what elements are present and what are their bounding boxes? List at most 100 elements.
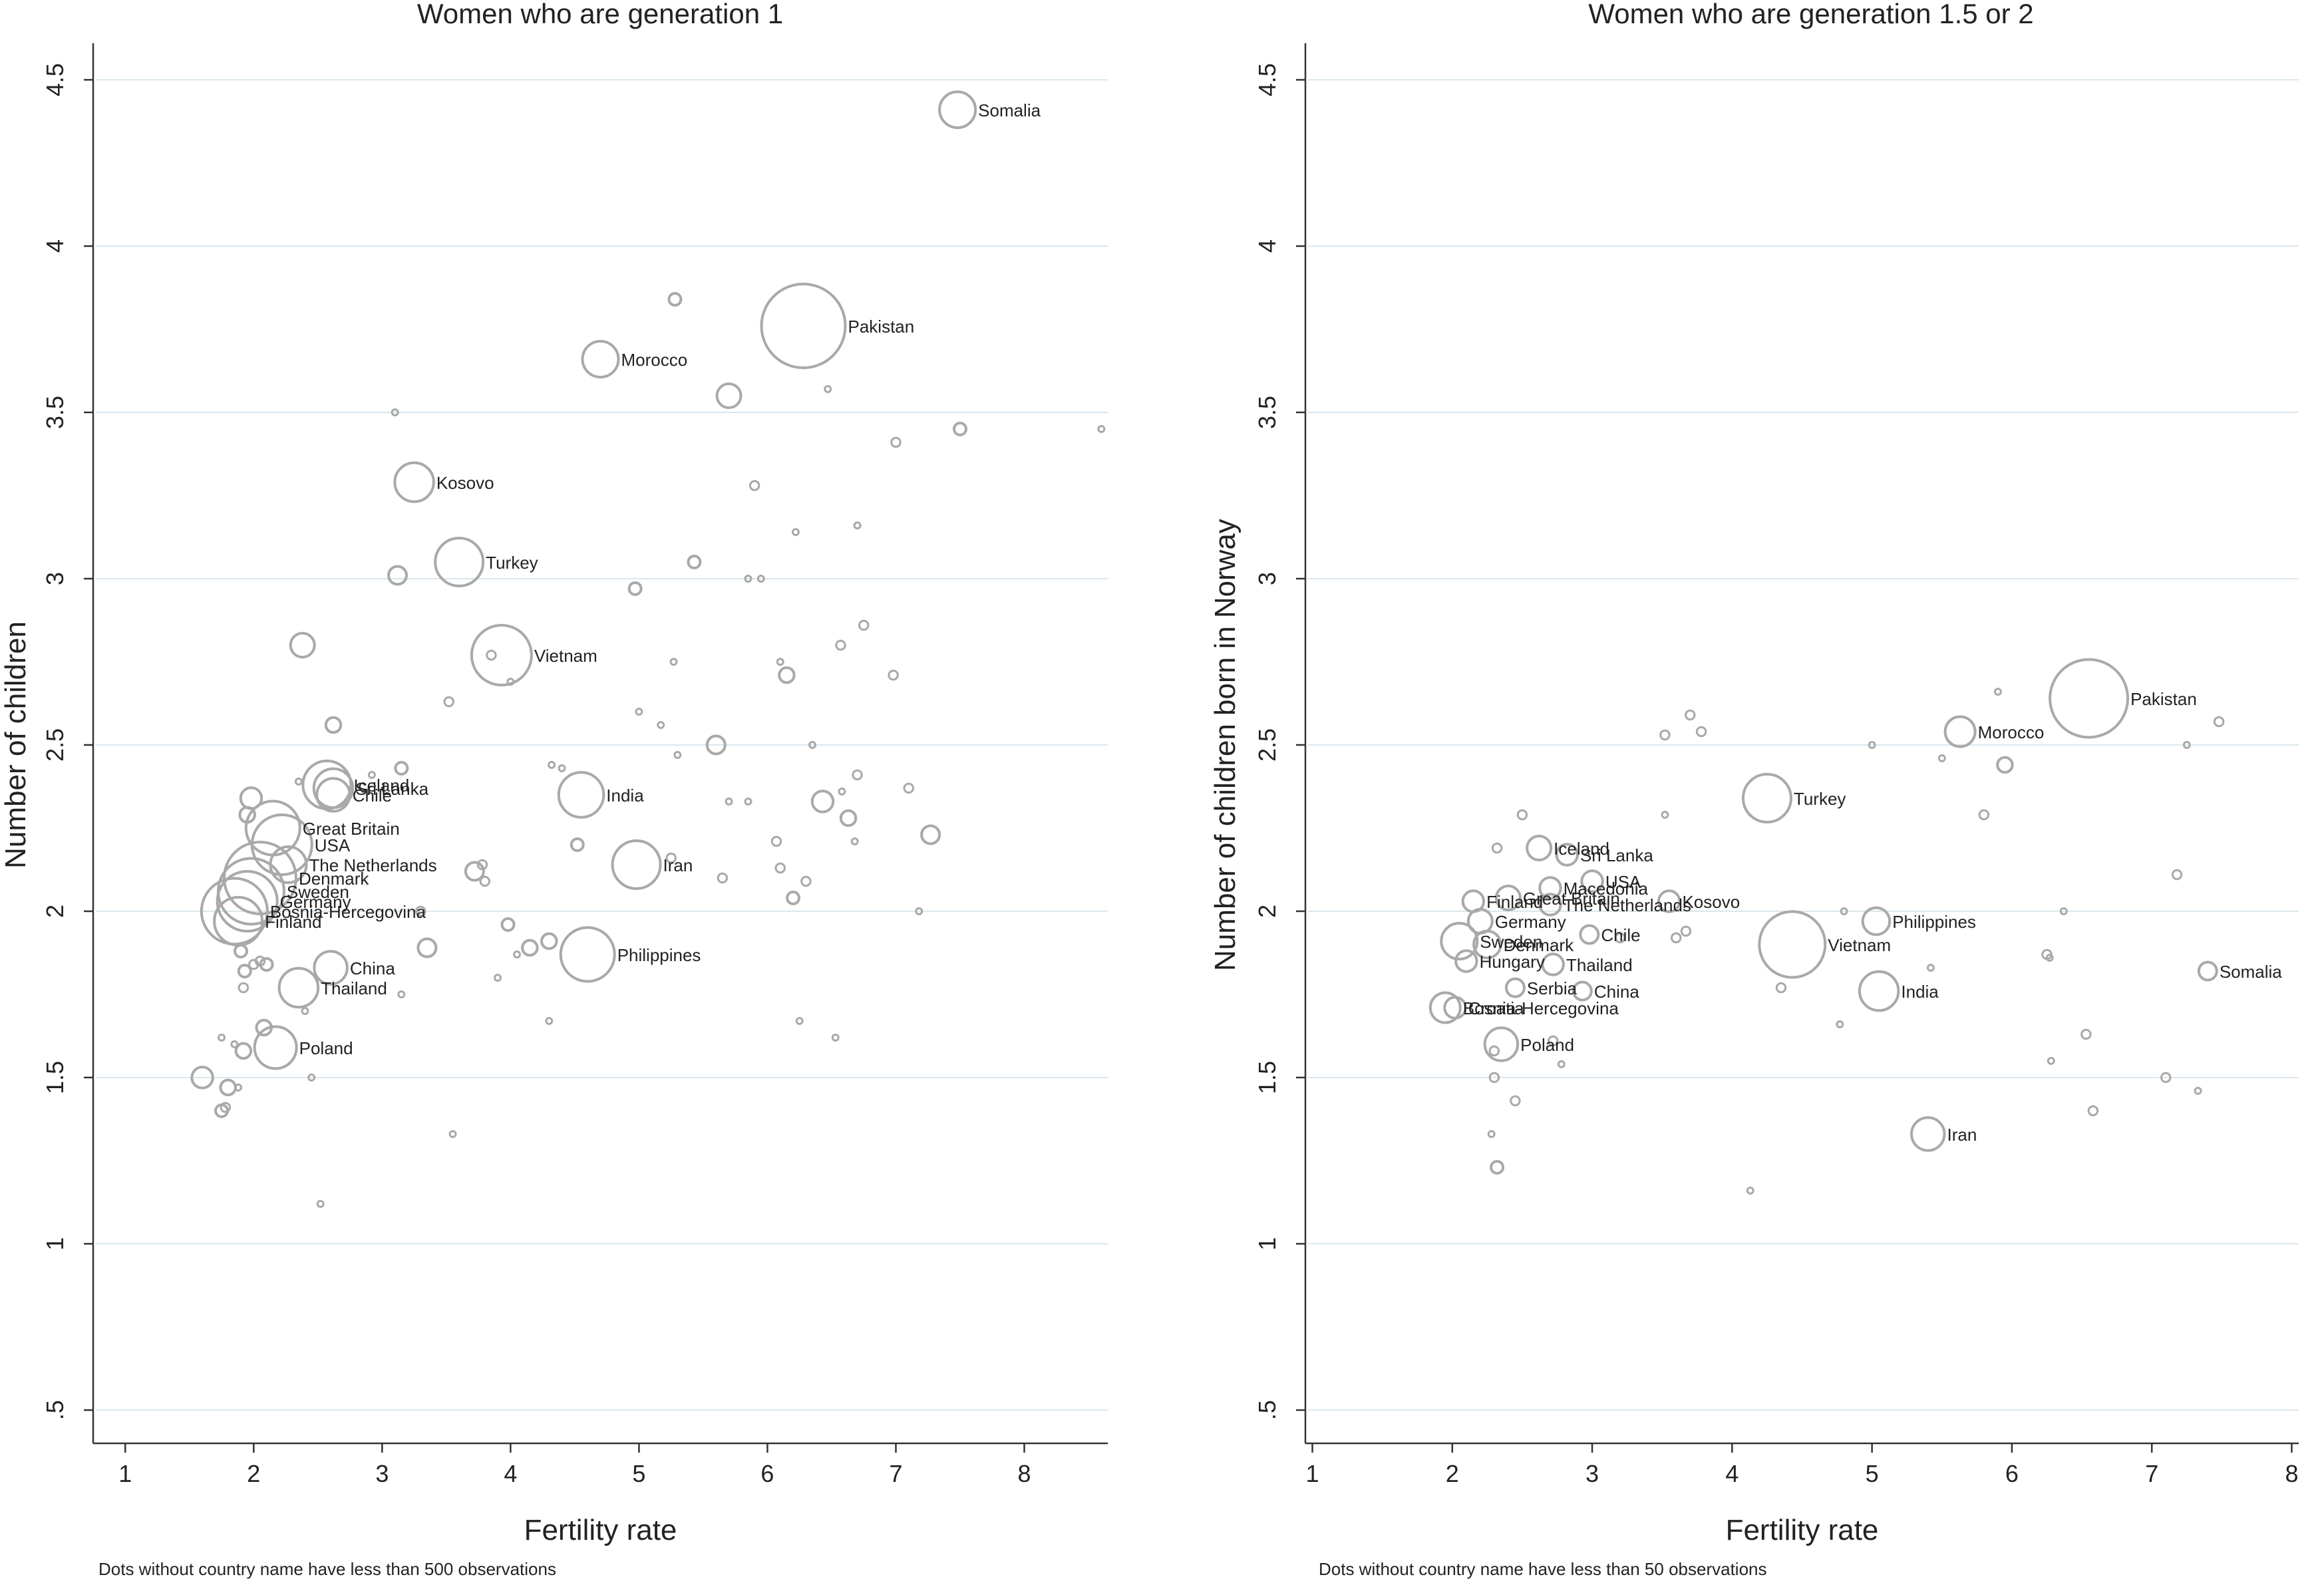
data-point — [835, 639, 846, 651]
data-point — [486, 649, 497, 661]
data-point — [778, 666, 796, 684]
data-point — [1695, 726, 1707, 738]
data-point — [289, 632, 316, 658]
y-tick-label: 4 — [1253, 239, 1281, 253]
data-label: India — [606, 786, 644, 805]
data-point — [1836, 1020, 1844, 1028]
y-tick-label: .5 — [41, 1400, 69, 1420]
data-point — [476, 859, 488, 871]
data-label: Turkey — [1794, 789, 1846, 809]
data-point — [2059, 907, 2068, 915]
data-point — [234, 1042, 253, 1060]
data-point — [248, 958, 259, 970]
data-point — [2213, 716, 2225, 728]
data-point-hungary — [1454, 949, 1478, 973]
data-point — [1516, 809, 1528, 821]
data-point — [391, 408, 399, 416]
data-point — [635, 708, 643, 716]
data-point-somalia — [938, 90, 977, 129]
data-point — [1926, 964, 1935, 972]
data-point — [810, 790, 835, 813]
chart-footnote: Dots without country name have less than… — [1319, 1559, 1767, 1579]
data-point-somalia — [2197, 960, 2218, 982]
data-point — [1661, 811, 1669, 819]
data-label: Morocco — [621, 350, 688, 370]
x-tick-label: 2 — [247, 1460, 260, 1487]
data-point — [748, 480, 760, 492]
data-label: Sri Lanka — [355, 779, 428, 799]
data-point — [540, 932, 558, 950]
data-point-the-netherlands — [269, 845, 308, 884]
data-point — [1547, 1035, 1559, 1047]
data-point — [1937, 754, 1946, 762]
data-label: Denmark — [1504, 935, 1574, 955]
data-point — [800, 875, 812, 887]
y-tick-label: 3 — [1253, 572, 1281, 585]
data-point-sri-lanka — [312, 767, 355, 809]
data-point — [570, 837, 585, 852]
data-label: Chile — [1601, 925, 1640, 945]
x-tick-label: 8 — [2285, 1460, 2298, 1487]
data-point-philippines — [1861, 906, 1892, 937]
y-tick-label: 2.5 — [1253, 728, 1281, 762]
data-point — [2047, 1057, 2055, 1065]
data-label: Great Britain — [303, 819, 400, 839]
data-point — [770, 835, 782, 847]
data-point — [190, 1066, 214, 1089]
data-point — [756, 575, 765, 583]
data-point — [791, 528, 800, 536]
data-point — [774, 862, 786, 874]
data-point — [219, 1078, 237, 1097]
data-point — [1488, 1072, 1500, 1083]
data-point-serbia — [1504, 977, 1526, 998]
data-point — [324, 716, 343, 734]
y-tick-label: 3.5 — [41, 396, 69, 429]
data-point — [852, 769, 863, 781]
data-point-china — [313, 950, 349, 986]
data-point-morocco — [581, 340, 620, 378]
data-point-bosnia-hercegovina — [1428, 991, 1462, 1024]
data-point — [673, 751, 682, 759]
data-label: Bosnia-Hercegovina — [1463, 998, 1619, 1018]
data-point — [665, 852, 677, 864]
data-point — [301, 1007, 309, 1015]
data-label: Poland — [299, 1038, 353, 1058]
data-point — [1978, 809, 1990, 821]
data-point — [725, 797, 733, 805]
data-label: Sri Lanka — [1580, 845, 1653, 865]
data-point — [824, 385, 832, 393]
y-tick-label: 1 — [1253, 1237, 1281, 1250]
data-label: Philippines — [1892, 912, 1976, 932]
data-point — [776, 658, 784, 666]
data-point — [479, 875, 491, 887]
x-tick-label: 3 — [1585, 1460, 1599, 1487]
data-point — [464, 861, 485, 882]
data-label: Chile — [353, 786, 392, 805]
x-tick-label: 5 — [632, 1460, 645, 1487]
y-tick-label: 4.5 — [1253, 63, 1281, 96]
data-point — [2182, 741, 2191, 749]
data-point-pakistan — [760, 283, 847, 369]
data-point — [1488, 1045, 1500, 1057]
data-label: Sweden — [1480, 932, 1542, 952]
chart-footnote: Dots without country name have less than… — [98, 1559, 556, 1579]
data-point-morocco — [1943, 715, 1977, 748]
data-label: Serbia — [1527, 978, 1577, 998]
data-point — [415, 905, 426, 917]
data-point — [953, 422, 968, 436]
x-tick-label: 7 — [2145, 1460, 2158, 1487]
y-tick-label: 2.5 — [41, 728, 69, 762]
data-point — [2087, 1105, 2099, 1117]
data-point-turkey — [434, 537, 485, 587]
data-point — [513, 950, 522, 958]
data-point — [387, 565, 408, 586]
data-point-philippines — [559, 926, 616, 983]
data-label: Somalia — [2220, 962, 2282, 982]
data-point-sri-lanka — [1555, 843, 1579, 867]
data-point — [448, 1130, 457, 1138]
data-point — [795, 1017, 804, 1025]
y-tick-label: 1 — [41, 1237, 69, 1250]
data-point-iceland — [301, 760, 353, 810]
data-point-kosovo — [393, 461, 435, 504]
